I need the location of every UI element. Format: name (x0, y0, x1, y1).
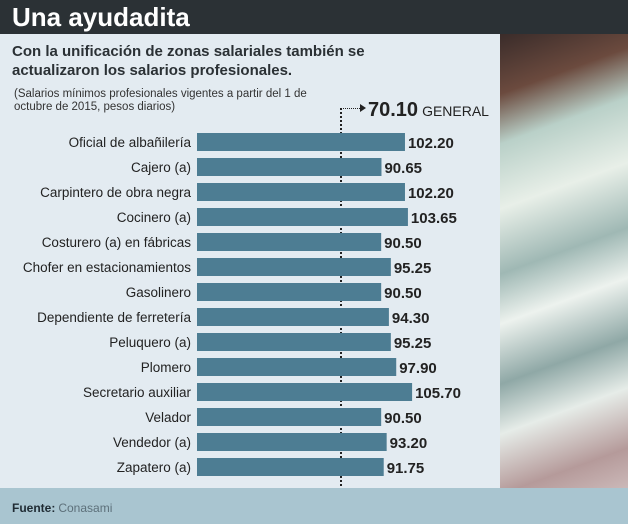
value-label: 95.25 (394, 260, 432, 277)
value-label: 97.90 (399, 360, 437, 377)
reference-name: GENERAL (422, 103, 489, 119)
title-bar: Una ayudadita (0, 0, 628, 34)
category-label: Gasolinero (126, 285, 191, 300)
category-label: Cocinero (a) (117, 210, 191, 225)
category-label: Oficial de albañilería (69, 135, 192, 150)
footer: Fuente: Conasami (0, 488, 628, 524)
category-label: Secretario auxiliar (83, 385, 192, 400)
chart-subtitle: Con la unificación de zonas salariales t… (12, 43, 365, 79)
bar (197, 233, 382, 251)
value-label: 91.75 (387, 460, 425, 477)
value-label: 90.50 (384, 410, 422, 427)
value-label: 102.20 (408, 185, 454, 202)
category-label: Plomero (141, 360, 191, 375)
value-label: 94.30 (392, 310, 430, 327)
category-label: Costurero (a) en fábricas (42, 235, 192, 250)
bar (197, 358, 397, 376)
category-label: Chofer en estacionamientos (23, 260, 191, 275)
money-photo (500, 34, 628, 488)
bar (197, 158, 382, 176)
source-value: Conasami (58, 501, 113, 515)
bar (197, 408, 382, 426)
value-label: 103.65 (411, 210, 457, 227)
bar (197, 433, 387, 451)
source-label: Fuente: (12, 501, 56, 515)
chart-note: (Salarios mínimos profesionales vigentes… (14, 88, 307, 113)
reference-label: 70.10 GENERAL (340, 99, 489, 122)
value-label: 90.50 (384, 285, 422, 302)
arrow-head-icon (360, 104, 366, 112)
bar (197, 183, 405, 201)
value-label: 93.20 (390, 435, 428, 452)
category-label: Zapatero (a) (117, 460, 191, 475)
category-label: Cajero (a) (131, 160, 191, 175)
category-label: Velador (145, 410, 191, 425)
value-label: 102.20 (408, 135, 454, 152)
value-label: 90.50 (384, 235, 422, 252)
bar (197, 283, 382, 301)
bar (197, 458, 384, 476)
bar (197, 308, 389, 326)
bar (197, 333, 391, 351)
category-label: Dependiente de ferretería (37, 310, 191, 325)
source: Fuente: Conasami (12, 501, 112, 515)
chart-title: Una ayudadita (12, 2, 190, 32)
category-label: Peluquero (a) (109, 335, 191, 350)
bar (197, 383, 413, 401)
bar (197, 133, 405, 151)
reference-arrow (340, 108, 362, 109)
value-label: 90.65 (384, 160, 422, 177)
value-label: 95.25 (394, 335, 432, 352)
category-label: Carpintero de obra negra (40, 185, 191, 200)
bar (197, 208, 408, 226)
bar (197, 258, 391, 276)
category-label: Vendedor (a) (113, 435, 191, 450)
value-label: 105.70 (415, 385, 461, 402)
reference-value: 70.10 (368, 99, 419, 121)
